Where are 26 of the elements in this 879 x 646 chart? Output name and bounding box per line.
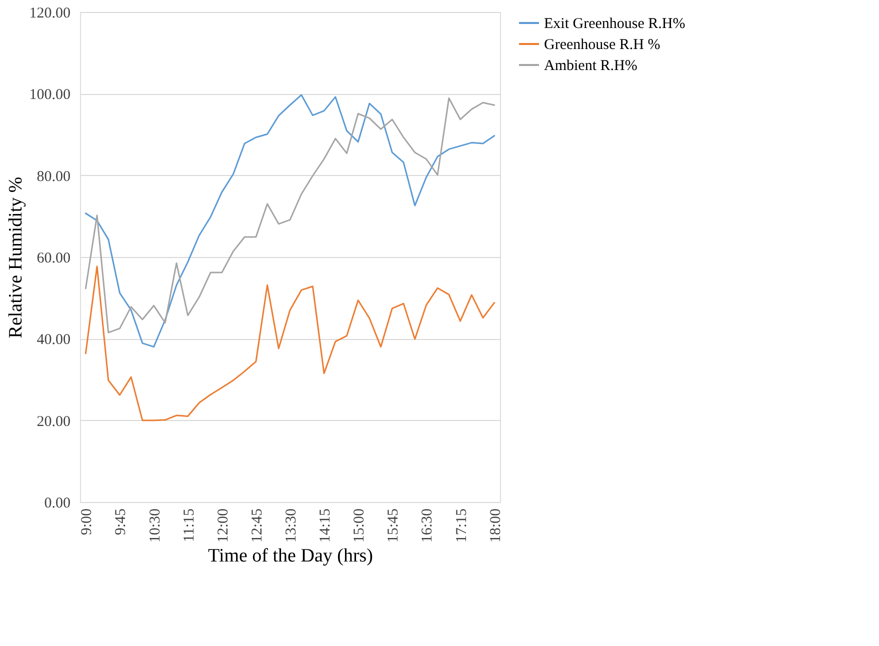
x-tick-label: 11:15 <box>181 508 198 542</box>
x-tick-label: 17:15 <box>454 508 470 543</box>
line-series <box>84 266 496 422</box>
x-tick-label: 12:45 <box>249 508 266 543</box>
legend-label: Exit Greenhouse R.H% <box>544 16 686 32</box>
x-tick-label: 16:30 <box>420 508 436 543</box>
y-tick-label: 60.00 <box>36 250 70 266</box>
x-tick-label: 15:45 <box>386 508 402 543</box>
y-axis-title: Relative Humidity % <box>5 176 26 338</box>
x-tick-label: 15:00 <box>352 508 368 543</box>
x-tick-label: 12:00 <box>215 508 232 543</box>
x-tick-label: 9:00 <box>79 508 96 536</box>
y-tick-label: 0.00 <box>44 496 70 512</box>
x-axis-title: Time of the Day (hrs) <box>208 546 373 567</box>
y-tick-label: 80.00 <box>36 168 70 185</box>
legend-label: Ambient R.H% <box>544 58 638 74</box>
legend-label: Greenhouse R.H % <box>544 37 660 53</box>
y-tick-label: 100.00 <box>29 87 70 104</box>
x-tick-label: 18:00 <box>488 508 504 543</box>
x-tick-label: 10:30 <box>147 508 164 543</box>
x-tick-label: 13:30 <box>284 508 300 543</box>
x-tick-label: 14:15 <box>318 508 334 543</box>
y-tick-label: 40.00 <box>36 332 70 348</box>
y-tick-label: 120.00 <box>29 6 70 22</box>
y-tick-label: 20.00 <box>36 414 70 430</box>
x-tick-label: 9:45 <box>113 508 130 536</box>
